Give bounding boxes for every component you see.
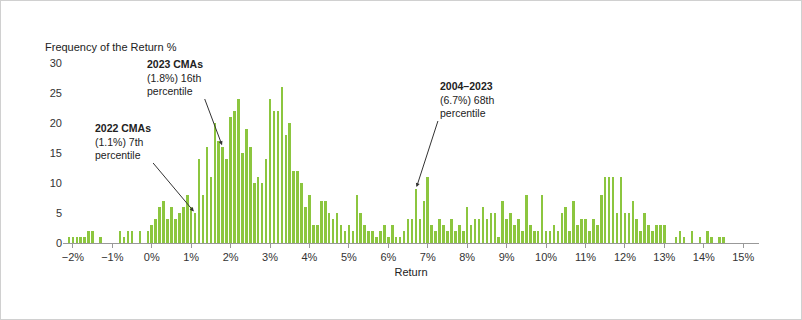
svg-text:15: 15 xyxy=(50,147,62,159)
svg-text:−1%: −1% xyxy=(101,251,124,263)
svg-text:3%: 3% xyxy=(262,251,278,263)
svg-text:−2%: −2% xyxy=(62,251,85,263)
svg-text:Return: Return xyxy=(394,266,427,278)
svg-text:14%: 14% xyxy=(693,251,715,263)
svg-text:10%: 10% xyxy=(535,251,557,263)
svg-text:2022 CMAs(1.1%) 7thpercentile: 2022 CMAs(1.1%) 7thpercentile xyxy=(95,122,151,161)
svg-text:10: 10 xyxy=(50,177,62,189)
svg-text:12%: 12% xyxy=(614,251,636,263)
svg-text:6%: 6% xyxy=(380,251,396,263)
svg-text:30: 30 xyxy=(50,57,62,69)
svg-text:0%: 0% xyxy=(144,251,160,263)
svg-text:2%: 2% xyxy=(223,251,239,263)
svg-text:4%: 4% xyxy=(302,251,318,263)
svg-text:9%: 9% xyxy=(499,251,515,263)
svg-text:15%: 15% xyxy=(732,251,754,263)
svg-text:7%: 7% xyxy=(420,251,436,263)
svg-text:2004–2023(6.7%) 68thpercentile: 2004–2023(6.7%) 68thpercentile xyxy=(440,80,494,119)
svg-text:20: 20 xyxy=(50,117,62,129)
svg-text:8%: 8% xyxy=(459,251,475,263)
svg-text:5%: 5% xyxy=(341,251,357,263)
svg-text:2023 CMAs(1.8%) 16thpercentile: 2023 CMAs(1.8%) 16thpercentile xyxy=(147,58,203,97)
svg-text:11%: 11% xyxy=(575,251,596,263)
svg-text:25: 25 xyxy=(50,87,62,99)
svg-text:1%: 1% xyxy=(183,251,199,263)
svg-text:13%: 13% xyxy=(653,251,675,263)
svg-text:5: 5 xyxy=(56,207,62,219)
svg-text:0: 0 xyxy=(56,237,62,249)
svg-text:Frequency of the Return %: Frequency of the Return % xyxy=(45,41,177,53)
